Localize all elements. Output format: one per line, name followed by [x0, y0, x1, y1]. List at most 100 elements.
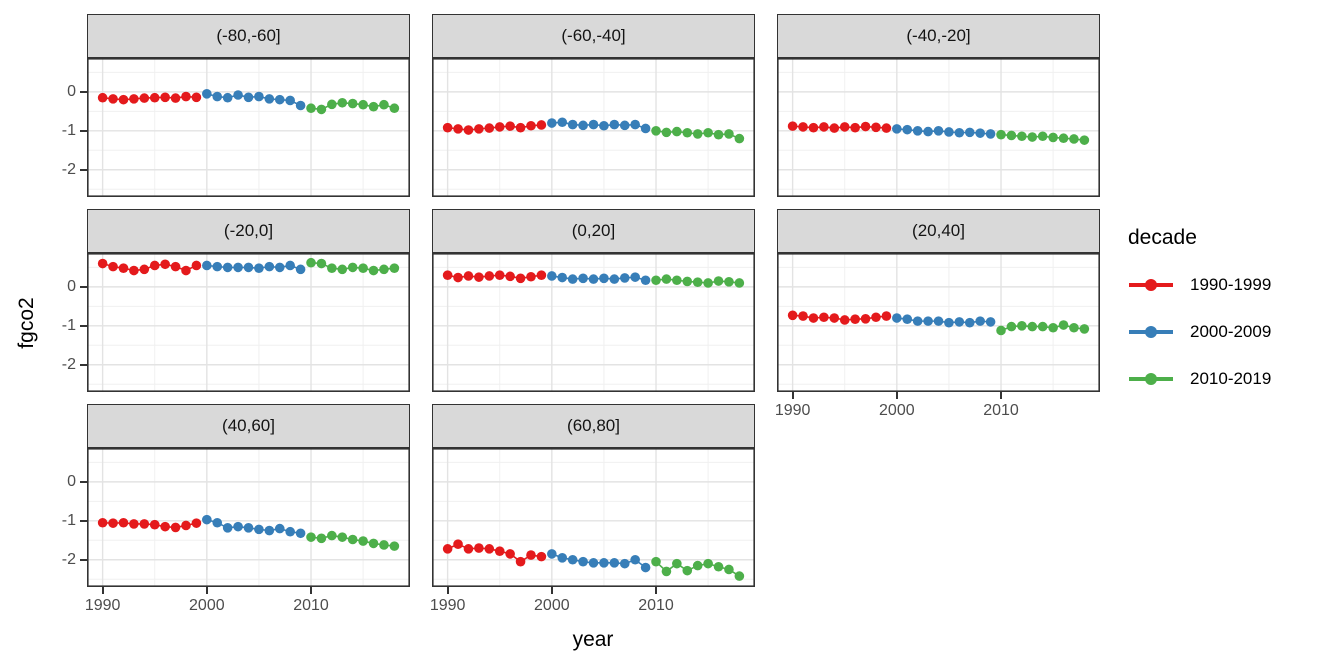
x-axis-title: year [572, 628, 614, 651]
x-tick-label: 2000 [534, 597, 570, 614]
data-point [254, 524, 264, 535]
data-point [254, 263, 264, 273]
series-line [551, 275, 646, 282]
data-point [474, 543, 484, 553]
data-point [1017, 131, 1027, 142]
facet-strip-label: (-40,-20] [906, 26, 971, 45]
data-point [160, 521, 170, 532]
data-point [368, 265, 379, 276]
data-point [453, 272, 463, 283]
panel-border [87, 253, 410, 392]
data-point [630, 554, 640, 565]
data-point [129, 265, 139, 276]
data-point [964, 127, 975, 138]
data-point [536, 120, 547, 130]
y-tick-label: 0 [67, 82, 76, 100]
data-point [358, 536, 368, 546]
data-point [243, 523, 254, 533]
legend-key-icon-green [1129, 373, 1173, 385]
data-point [672, 558, 682, 569]
data-point [515, 273, 526, 284]
series-line [206, 518, 301, 535]
data-point [567, 119, 578, 130]
legend-entry-2010-2019: 2010-2019 [1128, 368, 1338, 390]
x-tick-label: 1990 [774, 402, 811, 419]
panel-border [777, 58, 1100, 197]
facet-strip-label: (40,60] [222, 416, 275, 435]
data-point [578, 273, 588, 284]
data-point [954, 317, 965, 327]
facet-strip-label: (20,40] [912, 221, 965, 240]
data-point [808, 313, 819, 323]
data-point [661, 127, 672, 138]
data-point [588, 558, 599, 568]
data-point [912, 316, 923, 326]
data-point [243, 262, 254, 273]
y-tick-label: -1 [61, 121, 76, 139]
series-line [792, 314, 887, 321]
data-point [222, 92, 233, 103]
y-tick-mark [80, 324, 87, 327]
data-point [944, 127, 954, 137]
data-point [787, 121, 798, 131]
legend-label: 2000-2009 [1190, 322, 1272, 341]
data-point [975, 316, 985, 326]
facet-strip: (20,40] [777, 209, 1100, 253]
x-tick-label: 2010 [293, 597, 329, 614]
data-point [160, 92, 170, 103]
series-line [102, 95, 197, 101]
data-point [692, 277, 703, 288]
data-point [274, 94, 285, 105]
data-point [933, 316, 944, 326]
data-point [567, 554, 578, 565]
facet-strip: (60,80] [432, 404, 755, 448]
data-point [724, 129, 734, 139]
legend-label: 1990-1999 [1190, 275, 1272, 294]
y-tick-mark [80, 363, 87, 366]
data-point [578, 120, 588, 131]
data-point [285, 526, 295, 537]
data-point [170, 522, 181, 533]
data-point [1058, 320, 1069, 330]
series-line [447, 543, 542, 563]
facet-strip-label: (60,80] [567, 416, 620, 435]
data-point [871, 122, 881, 133]
data-point [494, 546, 505, 556]
x-tick-mark [655, 587, 658, 594]
data-point [619, 273, 630, 283]
data-point [1027, 321, 1038, 332]
data-point [358, 263, 368, 273]
data-point [526, 120, 536, 131]
data-point [274, 523, 285, 534]
data-point [139, 264, 150, 275]
series-line [551, 553, 647, 569]
facet-panel [87, 58, 410, 197]
data-point [1006, 130, 1017, 141]
facet-strip: (-20,0] [87, 209, 410, 253]
data-point [368, 101, 379, 112]
data-point [1069, 134, 1079, 144]
data-point [316, 104, 327, 115]
data-point [316, 533, 327, 544]
data-point [358, 99, 368, 110]
series-line [206, 93, 301, 107]
data-point [819, 122, 829, 132]
facet-strip-label: (0,20] [571, 221, 616, 240]
panel-border [87, 448, 410, 587]
data-point [808, 122, 819, 133]
data-point [327, 530, 337, 541]
data-point [692, 560, 703, 571]
legend-label: 2010-2019 [1190, 369, 1272, 388]
data-point [181, 520, 191, 531]
data-point [181, 91, 191, 102]
data-point [871, 312, 881, 323]
facet-panel [87, 448, 410, 587]
data-point [202, 89, 212, 99]
data-point [1079, 324, 1090, 334]
data-point [442, 544, 453, 554]
data-point [703, 558, 713, 569]
data-point [515, 556, 526, 567]
data-point [149, 260, 160, 271]
data-point [306, 103, 316, 114]
x-tick-label: 2000 [879, 402, 915, 419]
